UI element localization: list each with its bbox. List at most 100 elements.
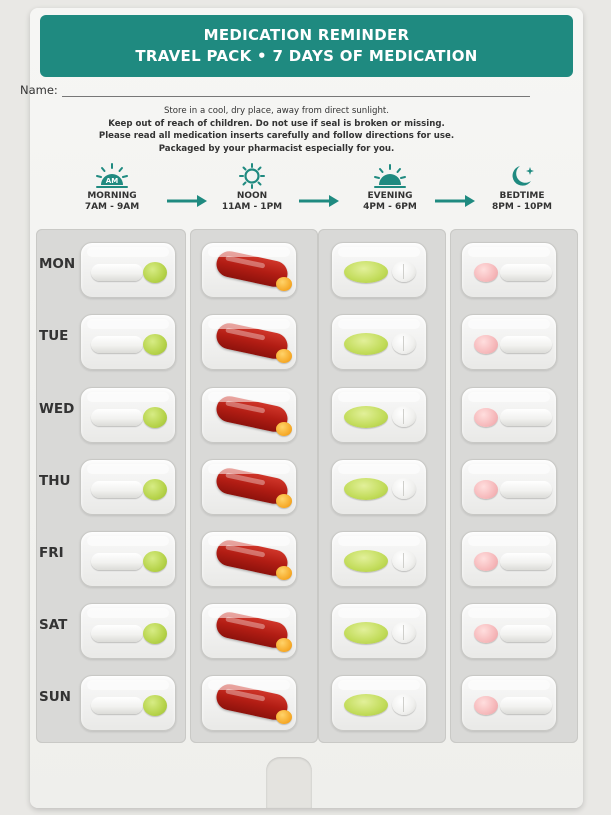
- green-round-tablet: [143, 334, 167, 355]
- blister-tue-noon[interactable]: [201, 314, 297, 370]
- blister-wed-morning[interactable]: [80, 387, 176, 443]
- blister-thu-morning[interactable]: [80, 459, 176, 515]
- green-oval-tablet: [344, 550, 388, 572]
- time-slot-label: NOON: [236, 191, 268, 201]
- instruction-line: Packaged by your pharmacist especially f…: [158, 143, 395, 154]
- white-capsule: [500, 625, 552, 642]
- white-scored-tablet: [392, 333, 416, 354]
- blister-sun-noon[interactable]: [201, 675, 297, 731]
- time-slot-label: MORNING: [87, 191, 137, 201]
- pink-round-tablet: [474, 480, 498, 499]
- arrow-right-icon: [435, 195, 475, 207]
- blister-fri-bedtime[interactable]: [461, 531, 557, 587]
- blister-mon-bedtime[interactable]: [461, 242, 557, 298]
- day-label-tue: TUE: [39, 328, 69, 344]
- blister-fri-noon[interactable]: [201, 531, 297, 587]
- white-scored-tablet: [392, 406, 416, 427]
- time-slot-range: 8PM - 10PM: [492, 202, 552, 212]
- white-scored-tablet: [392, 478, 416, 499]
- green-round-tablet: [143, 695, 167, 716]
- green-round-tablet: [143, 262, 167, 283]
- green-round-tablet: [143, 407, 167, 428]
- white-capsule: [500, 409, 552, 426]
- instruction-line: Keep out of reach of children. Do not us…: [108, 118, 445, 129]
- blister-thu-bedtime[interactable]: [461, 459, 557, 515]
- header-title-line1: MEDICATION REMINDER: [203, 26, 410, 44]
- blister-tue-evening[interactable]: [331, 314, 427, 370]
- blister-fri-evening[interactable]: [331, 531, 427, 587]
- blister-thu-noon[interactable]: [201, 459, 297, 515]
- blister-mon-noon[interactable]: [201, 242, 297, 298]
- time-slot-label: EVENING: [367, 191, 413, 201]
- day-label-wed: WED: [39, 401, 75, 417]
- green-oval-tablet: [344, 333, 388, 355]
- sun-icon: [239, 163, 265, 189]
- time-slot-noon: NOON 11AM - 1PM: [212, 163, 292, 213]
- white-capsule: [91, 697, 143, 714]
- day-label-thu: THU: [39, 473, 71, 489]
- green-round-tablet: [143, 479, 167, 500]
- header-title-line2: TRAVEL PACK • 7 DAYS OF MEDICATION: [135, 47, 478, 65]
- green-oval-tablet: [344, 261, 388, 283]
- blister-tue-morning[interactable]: [80, 314, 176, 370]
- blister-thu-evening[interactable]: [331, 459, 427, 515]
- arrow-right-icon: [299, 195, 339, 207]
- blister-sat-bedtime[interactable]: [461, 603, 557, 659]
- day-label-sun: SUN: [39, 689, 71, 705]
- time-slot-range: 11AM - 1PM: [221, 202, 283, 212]
- svg-text:AM: AM: [106, 177, 118, 185]
- orange-small-tablet: [276, 277, 292, 291]
- orange-small-tablet: [276, 349, 292, 363]
- name-field[interactable]: Name:: [20, 81, 530, 97]
- time-slot-label: BEDTIME: [499, 191, 545, 201]
- blister-fri-morning[interactable]: [80, 531, 176, 587]
- moon-star-icon: [512, 166, 534, 186]
- green-round-tablet: [143, 551, 167, 572]
- orange-small-tablet: [276, 638, 292, 652]
- name-label: Name:: [20, 83, 58, 97]
- blister-wed-evening[interactable]: [331, 387, 427, 443]
- pink-round-tablet: [474, 696, 498, 715]
- white-capsule: [500, 697, 552, 714]
- white-capsule: [500, 553, 552, 570]
- blister-mon-morning[interactable]: [80, 242, 176, 298]
- time-slot-morning: AM MORNING 7AM - 9AM: [72, 163, 152, 213]
- orange-small-tablet: [276, 566, 292, 580]
- hanger-notch: [266, 757, 312, 808]
- green-round-tablet: [143, 623, 167, 644]
- time-slot-bedtime: BEDTIME 8PM - 10PM: [482, 163, 562, 213]
- white-capsule: [91, 264, 143, 281]
- blister-sun-evening[interactable]: [331, 675, 427, 731]
- green-oval-tablet: [344, 478, 388, 500]
- green-oval-tablet: [344, 694, 388, 716]
- pink-round-tablet: [474, 263, 498, 282]
- white-capsule: [91, 625, 143, 642]
- blister-sat-evening[interactable]: [331, 603, 427, 659]
- blister-wed-bedtime[interactable]: [461, 387, 557, 443]
- pink-round-tablet: [474, 552, 498, 571]
- blister-sun-bedtime[interactable]: [461, 675, 557, 731]
- blister-sat-noon[interactable]: [201, 603, 297, 659]
- orange-small-tablet: [276, 710, 292, 724]
- white-scored-tablet: [392, 622, 416, 643]
- day-label-mon: MON: [39, 256, 76, 272]
- time-slot-range: 7AM - 9AM: [84, 202, 140, 212]
- white-capsule: [500, 481, 552, 498]
- time-slot-range: 4PM - 6PM: [363, 202, 417, 212]
- white-capsule: [91, 409, 143, 426]
- white-capsule: [91, 553, 143, 570]
- blister-sat-morning[interactable]: [80, 603, 176, 659]
- instruction-line: Please read all medication inserts caref…: [98, 131, 455, 141]
- storage-instructions: Store in a cool, dry place, away from di…: [20, 105, 533, 155]
- blister-mon-evening[interactable]: [331, 242, 427, 298]
- blister-sun-morning[interactable]: [80, 675, 176, 731]
- name-input-line[interactable]: [61, 85, 530, 97]
- pink-round-tablet: [474, 624, 498, 643]
- arrow-right-icon: [167, 195, 207, 207]
- white-scored-tablet: [392, 261, 416, 282]
- white-scored-tablet: [392, 694, 416, 715]
- time-slot-evening: EVENING 4PM - 6PM: [350, 163, 430, 213]
- blister-wed-noon[interactable]: [201, 387, 297, 443]
- white-scored-tablet: [392, 550, 416, 571]
- blister-tue-bedtime[interactable]: [461, 314, 557, 370]
